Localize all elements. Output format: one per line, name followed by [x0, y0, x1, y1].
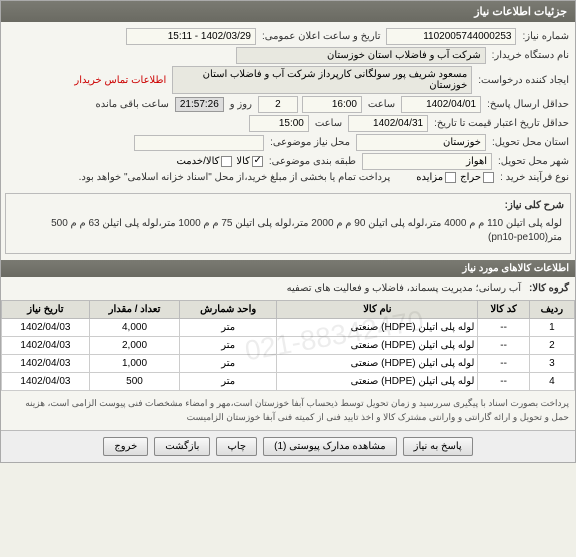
field-validity-date: 1402/04/31	[348, 115, 428, 132]
timer: 21:57:26	[175, 97, 224, 112]
cb-goods[interactable]: کالا	[236, 156, 263, 167]
table-row[interactable]: 2--لوله پلی اتیلن (HDPE) صنعتیمتر2,00014…	[2, 337, 575, 355]
btn-attach[interactable]: مشاهده مدارک پیوستی (1)	[263, 437, 397, 456]
lbl-contact-info[interactable]: اطلاعات تماس خریدار	[72, 75, 168, 86]
field-requester: مسعود شریف پور سولگانی کارپرداز شرکت آب …	[172, 66, 472, 94]
th-unit: واحد شمارش	[180, 301, 277, 319]
field-days: 2	[258, 96, 298, 113]
lbl-hour2: ساعت	[313, 118, 344, 129]
lbl-process: نوع فرآیند خرید :	[498, 172, 571, 183]
th-qty: تعداد / مقدار	[89, 301, 179, 319]
btn-respond[interactable]: پاسخ به نیاز	[403, 437, 473, 456]
field-deadline-time: 16:00	[302, 96, 362, 113]
lbl-province: استان محل تحویل:	[490, 137, 571, 148]
summary-text: لوله پلی اتیلن 110 م م 4000 متر،لوله پلی…	[10, 213, 566, 249]
goods-table: ردیف کد کالا نام کالا واحد شمارش تعداد /…	[1, 300, 575, 391]
lbl-hour1: ساعت	[366, 99, 397, 110]
btn-exit[interactable]: خروج	[103, 437, 148, 456]
payment-note: پرداخت تمام یا بخشی از مبلغ خرید،از محل …	[77, 172, 393, 183]
table-row[interactable]: 3--لوله پلی اتیلن (HDPE) صنعتیمتر1,00014…	[2, 355, 575, 373]
cb-service[interactable]: کالا/خدمت	[176, 156, 232, 167]
field-province: خوزستان	[356, 134, 486, 151]
lbl-need-no: شماره نیاز:	[520, 31, 571, 42]
field-device-name: شرکت آب و فاضلاب استان خوزستان	[236, 47, 486, 64]
th-code: کد کالا	[478, 301, 529, 319]
th-row: ردیف	[529, 301, 574, 319]
cb-auction[interactable]: حراج	[460, 172, 494, 183]
th-name: نام کالا	[277, 301, 478, 319]
lbl-validity: حداقل تاریخ اعتبار قیمت تا تاریخ:	[432, 118, 571, 129]
btn-back[interactable]: بازگشت	[154, 437, 210, 456]
titlebar: جزئیات اطلاعات نیاز	[1, 1, 575, 22]
lbl-class: طبقه بندی موضوعی:	[267, 156, 358, 167]
lbl-day: روز و	[228, 99, 254, 110]
lbl-city: شهر محل تحویل:	[496, 156, 571, 167]
field-city: اهواز	[362, 153, 492, 170]
lbl-announce-dt: تاریخ و ساعت اعلان عمومی:	[260, 31, 383, 42]
lbl-goods-group: گروه کالا:	[527, 283, 571, 294]
field-deadline-date: 1402/04/01	[401, 96, 481, 113]
lbl-deadline: حداقل ارسال پاسخ:	[485, 99, 571, 110]
goods-section-header: اطلاعات کالاهای مورد نیاز	[1, 260, 575, 277]
btn-print[interactable]: چاپ	[216, 437, 257, 456]
lbl-summary: شرح کلی نیاز:	[503, 200, 566, 211]
field-need-place	[134, 135, 264, 151]
lbl-device-name: نام دستگاه خریدار:	[490, 50, 571, 61]
lbl-requester: ایجاد کننده درخواست:	[476, 75, 571, 86]
table-row[interactable]: 4--لوله پلی اتیلن (HDPE) صنعتیمتر5001402…	[2, 373, 575, 391]
goods-group-value: آب رسانی؛ مدیریت پسماند، فاضلاب و فعالیت…	[285, 283, 523, 294]
field-announce-dt: 1402/03/29 - 15:11	[126, 28, 256, 45]
footer-note: پرداخت بصورت اسناد با پیگیری سررسید و زم…	[1, 391, 575, 430]
table-row[interactable]: 1--لوله پلی اتیلن (HDPE) صنعتیمتر4,00014…	[2, 319, 575, 337]
field-validity-time: 15:00	[249, 115, 309, 132]
lbl-need-place: محل نیاز موضوعی:	[268, 137, 352, 148]
lbl-remaining: ساعت باقی مانده	[93, 99, 170, 110]
th-date: تاریخ نیاز	[2, 301, 90, 319]
field-need-no: 1102005744000253	[386, 28, 516, 45]
cb-tender[interactable]: مزایده	[416, 172, 456, 183]
